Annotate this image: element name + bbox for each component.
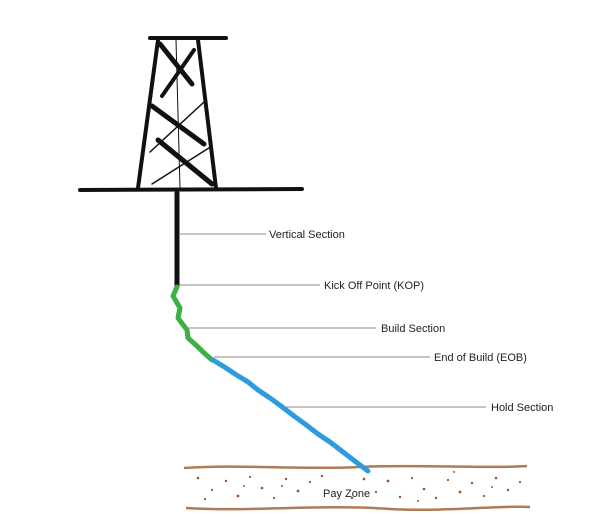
label-pay-zone: Pay Zone: [323, 488, 370, 500]
label-hold-section: Hold Section: [491, 402, 553, 414]
build-section-path: [170, 284, 215, 363]
drilling-rig-icon: [136, 36, 228, 190]
label-kick-off-point: Kick Off Point (KOP): [324, 280, 424, 292]
label-build-section: Build Section: [381, 323, 445, 335]
pay-zone-top-boundary: [183, 464, 528, 470]
pay-zone-bottom-boundary: [185, 505, 531, 512]
label-end-of-build: End of Build (EOB): [434, 352, 527, 364]
label-vertical-section: Vertical Section: [269, 229, 345, 241]
ground-line: [78, 187, 304, 192]
pay-zone-grains: [196, 471, 522, 502]
hold-section-path: [210, 357, 371, 474]
